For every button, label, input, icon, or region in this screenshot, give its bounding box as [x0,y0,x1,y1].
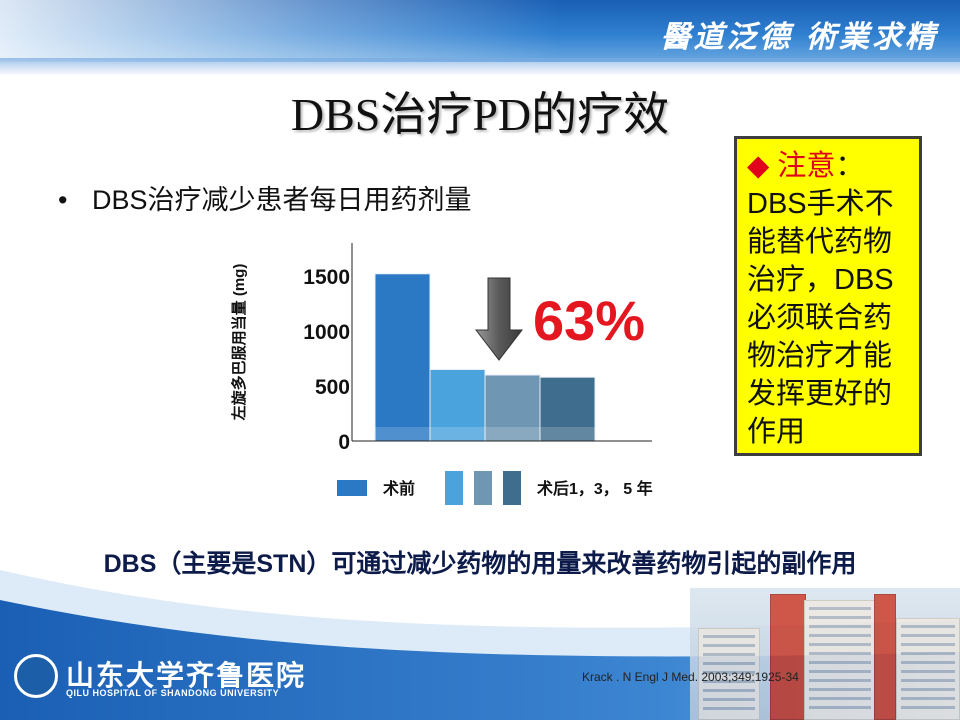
legend-swatch-year1 [445,471,463,505]
legend-label-after: 术后1，3， 5 年 [536,479,653,498]
note-line: 物治疗才能 [747,340,893,372]
legend-swatch-year5 [503,471,521,505]
bar-术后1年 [429,369,486,442]
down-arrow-icon [474,277,524,361]
chart-legend [337,471,521,505]
slide-title: DBS治疗PD的疗效 [290,89,670,140]
logo-english-name: QILU HOSPITAL OF SHANDONG UNIVERSITY [66,688,280,698]
legend-swatch-before [337,480,367,496]
bar-shading [485,427,540,441]
bar-术后5年 [539,376,596,442]
note-heading-text: 注意 [777,150,836,182]
bullet-marker: • [58,185,68,215]
citation: Krack . N Engl J Med. 2003;349:1925-34 [582,670,799,684]
legend-swatch-year3 [474,471,492,505]
note-line: 必须联合药 [747,302,893,334]
header-band: 醫道泛德 術業求精 [0,0,960,76]
note-line: DBS手术不 [747,188,894,220]
bar-shading [430,427,485,441]
hospital-emblem-icon [14,654,58,698]
reduction-percentage: 63% [533,289,645,352]
bullet-point: • DBS治疗减少患者每日用药剂量 [58,178,472,217]
logo-chinese-name: 山东大学齐鲁医院 [66,659,307,692]
y-tick-label: 1500 [303,266,350,289]
legend-label-before: 术前 [382,479,415,498]
diamond-icon: ◆ [747,150,770,182]
hospital-motto: 醫道泛德 術業求精 [660,20,938,55]
dosage-bar-chart: 0 500 1000 1500 左旋多巴服用当量 (mg) 63% 术前 术后1，3，… [230,243,653,505]
bar-术前 [374,273,431,442]
summary-statement: DBS（主要是STN）可通过减少药物的用量来改善药物引起的副作用 [103,550,857,578]
header-highlight [0,0,560,62]
note-heading: ◆ 注意： [747,147,909,185]
bar-shading [540,427,595,441]
note-line: 作用 [747,416,806,448]
bar-术后3年 [484,374,541,442]
y-tick-label: 0 [338,431,350,454]
note-line: 治疗，DBS [747,264,894,296]
note-box: ◆ 注意： DBS手术不 能替代药物 治疗，DBS 必须联合药 物治疗才能 发挥… [734,136,922,456]
note-line: 能替代药物 [747,226,893,258]
bullet-text: DBS治疗减少患者每日用药剂量 [92,185,472,215]
y-tick-label: 500 [315,376,350,399]
y-axis-label: 左旋多巴服用当量 (mg) [230,264,248,422]
note-line: 发挥更好的 [747,378,893,410]
note-colon: ： [835,150,865,182]
y-tick-label: 1000 [303,321,350,344]
bar-shading [375,427,430,441]
hospital-building-image [690,588,960,720]
